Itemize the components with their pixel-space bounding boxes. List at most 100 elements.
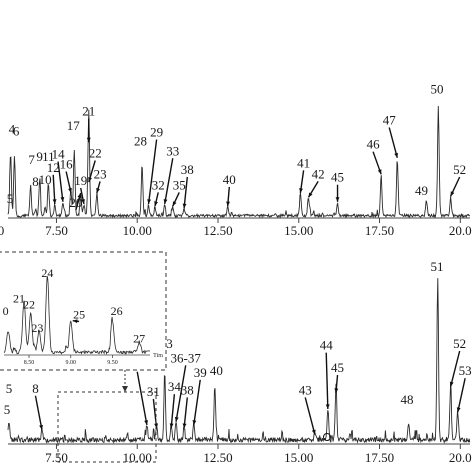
bottom-tick-label: 12.50 — [203, 450, 232, 465]
top-peak-label: 47 — [383, 113, 397, 128]
top-peak-arrow — [183, 176, 189, 209]
bottom-tick-label: 17.50 — [365, 450, 394, 465]
bottom-peak-label: 5 — [4, 402, 11, 417]
top-arrow-head — [96, 188, 100, 193]
bottom-peak-label: 52 — [453, 336, 466, 351]
top-arrow-head — [154, 201, 158, 207]
zoom-connector-arrow-head — [122, 386, 128, 392]
bottom-arrow-head — [325, 404, 330, 409]
inset-tick-label: 9.50 — [107, 360, 118, 366]
bottom-peak-label: 34 — [168, 379, 182, 394]
bottom-peak-arrow — [457, 378, 466, 413]
top-peak-label: 14 — [52, 147, 66, 162]
bottom-peak-label: 5 — [6, 381, 13, 396]
top-peak-label: 29 — [150, 125, 163, 140]
bottom-peak-label: 36-37 — [171, 350, 202, 365]
inset-peak-label: 24 — [41, 266, 53, 280]
bottom-arrow-head — [192, 420, 197, 425]
top-arrow-head — [377, 169, 382, 175]
bottom-tick-label: 10.00 — [123, 450, 152, 465]
bottom-tick-label: 7.50 — [45, 450, 68, 465]
bottom-peak-arrow — [34, 395, 43, 430]
top-peak-label: 8 — [32, 174, 39, 189]
top-peak-label: 33 — [166, 143, 179, 158]
bottom-tick-label: 20.0 — [449, 450, 472, 465]
bottom-arrow-head — [311, 429, 316, 435]
zoom-region-box — [57, 391, 157, 463]
top-peak-label: 7 — [28, 152, 35, 167]
bottom-peak-arrow — [183, 397, 189, 429]
top-peak-label: 50 — [431, 82, 444, 97]
bottom-arrow-head — [174, 416, 179, 422]
top-tick-label-cut: 0 — [0, 223, 4, 238]
peak-43-marker — [323, 433, 331, 441]
top-peak-label: 19 — [74, 173, 87, 188]
bottom-peak-label: 43 — [299, 382, 312, 397]
top-peak-label: 5 — [7, 191, 14, 206]
bottom-peak-label: 51 — [431, 259, 444, 274]
bottom-arrow-head — [154, 423, 159, 429]
top-peak-arrow — [57, 161, 64, 202]
bottom-peak-arrow — [170, 394, 176, 429]
bottom-arrow-head — [449, 381, 454, 387]
bottom-peak-arrow — [175, 365, 187, 422]
bottom-arrow-head — [456, 407, 461, 413]
top-peak-label: 32 — [152, 177, 165, 192]
top-chromatogram-panel: 7.50 10.00 12.50 15.00 17.50 20.0467891011121… — [0, 82, 472, 238]
bottom-peak-label: 48 — [401, 392, 414, 407]
bottom-peak-arrow — [304, 397, 316, 435]
top-peak-label: 52 — [453, 162, 466, 177]
top-peak-arrow — [147, 139, 158, 205]
inset-peak-label: 21 — [13, 291, 25, 305]
top-tick-label: 7.50 — [45, 223, 68, 238]
top-peak-label: 45 — [331, 170, 344, 185]
bottom-arrow-head — [144, 420, 149, 425]
inset-arrow-head — [72, 319, 78, 324]
top-peak-label: 40 — [223, 172, 236, 187]
top-arrow-head — [299, 188, 303, 193]
bottom-tick-label: 15.00 — [284, 450, 313, 465]
bottom-peak-arrow — [449, 350, 461, 387]
top-peak-arrow — [52, 174, 56, 205]
top-peak-label: 17 — [67, 118, 81, 133]
top-arrow-head — [60, 196, 65, 202]
bottom-peak-arrow — [136, 371, 148, 426]
top-peak-label: 4 — [9, 121, 16, 136]
top-peak-label: 11 — [42, 149, 55, 164]
inset-peak-label: 26 — [111, 304, 123, 318]
top-peak-label: 9 — [36, 149, 43, 164]
bottom-peak-label: 31 — [147, 384, 160, 399]
top-peak-label: 16 — [60, 157, 74, 172]
bottom-peak-label: 39 — [194, 365, 207, 380]
top-peak-label: 6 — [13, 124, 20, 139]
top-peak-label: 12 — [47, 160, 60, 175]
inset-peak-label: 27 — [133, 331, 145, 345]
bottom-trace-line — [7, 278, 471, 444]
inset-trace-line — [3, 276, 151, 355]
top-peak-label: 38 — [181, 162, 194, 177]
top-peak-label: 10 — [39, 172, 52, 187]
top-arrow-head — [394, 152, 399, 158]
bottom-arrow-head — [169, 423, 174, 429]
top-arrow-head — [172, 201, 177, 207]
top-arrow-head — [163, 199, 168, 204]
inset-tick-label: 8.50 — [24, 360, 35, 366]
top-tick-label: 10.00 — [123, 223, 152, 238]
top-peak-arrow — [388, 127, 398, 158]
top-tick-label: 12.50 — [203, 223, 232, 238]
top-arrow-head — [335, 197, 340, 202]
top-arrow-head — [88, 177, 92, 182]
bottom-arrow-head — [39, 424, 43, 430]
bottom-peak-arrow — [152, 398, 158, 429]
top-peak-label: 23 — [94, 166, 107, 181]
bottom-peak-label: 40 — [210, 363, 223, 378]
top-arrow-head — [81, 199, 85, 204]
bottom-peak-label: 38 — [181, 382, 194, 397]
bottom-peak-label: 8 — [32, 381, 39, 396]
top-arrow-head — [226, 201, 231, 207]
bottom-peak-label: 44 — [320, 338, 334, 353]
top-arrow-head — [52, 199, 57, 204]
inset-frame — [0, 251, 167, 371]
